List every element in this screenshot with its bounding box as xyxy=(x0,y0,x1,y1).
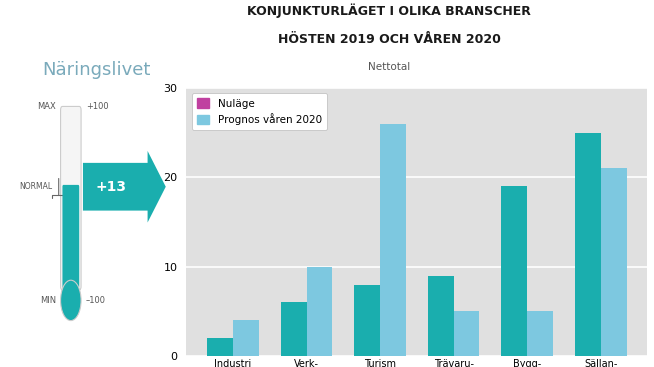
Text: –100: –100 xyxy=(86,297,106,305)
Text: 0: 0 xyxy=(86,182,91,191)
Bar xyxy=(454,311,479,356)
Bar xyxy=(307,267,332,356)
Circle shape xyxy=(61,280,81,321)
FancyBboxPatch shape xyxy=(61,106,81,290)
Text: HÖSTEN 2019 OCH VÅREN 2020: HÖSTEN 2019 OCH VÅREN 2020 xyxy=(278,33,500,46)
Bar xyxy=(527,311,553,356)
Bar xyxy=(354,284,380,356)
Bar xyxy=(428,276,454,356)
Text: Näringslivet: Näringslivet xyxy=(43,61,151,79)
Bar xyxy=(575,133,601,356)
Text: Nettotal: Nettotal xyxy=(368,62,410,72)
Bar xyxy=(233,320,259,356)
Text: +100: +100 xyxy=(86,102,109,111)
Text: MIN: MIN xyxy=(40,297,56,305)
Bar xyxy=(601,168,627,356)
Bar xyxy=(207,338,233,356)
FancyBboxPatch shape xyxy=(62,185,79,288)
Legend: Nuläge, Prognos våren 2020: Nuläge, Prognos våren 2020 xyxy=(192,93,327,130)
Text: +13: +13 xyxy=(95,180,127,194)
Bar xyxy=(502,186,527,356)
Text: NORMAL: NORMAL xyxy=(19,182,52,191)
Text: KONJUNKTURLÄGET I OLIKA BRANSCHER: KONJUNKTURLÄGET I OLIKA BRANSCHER xyxy=(247,4,531,18)
Bar xyxy=(380,124,406,356)
Text: MAX: MAX xyxy=(37,102,56,111)
Bar xyxy=(281,302,307,356)
FancyBboxPatch shape xyxy=(83,151,165,222)
